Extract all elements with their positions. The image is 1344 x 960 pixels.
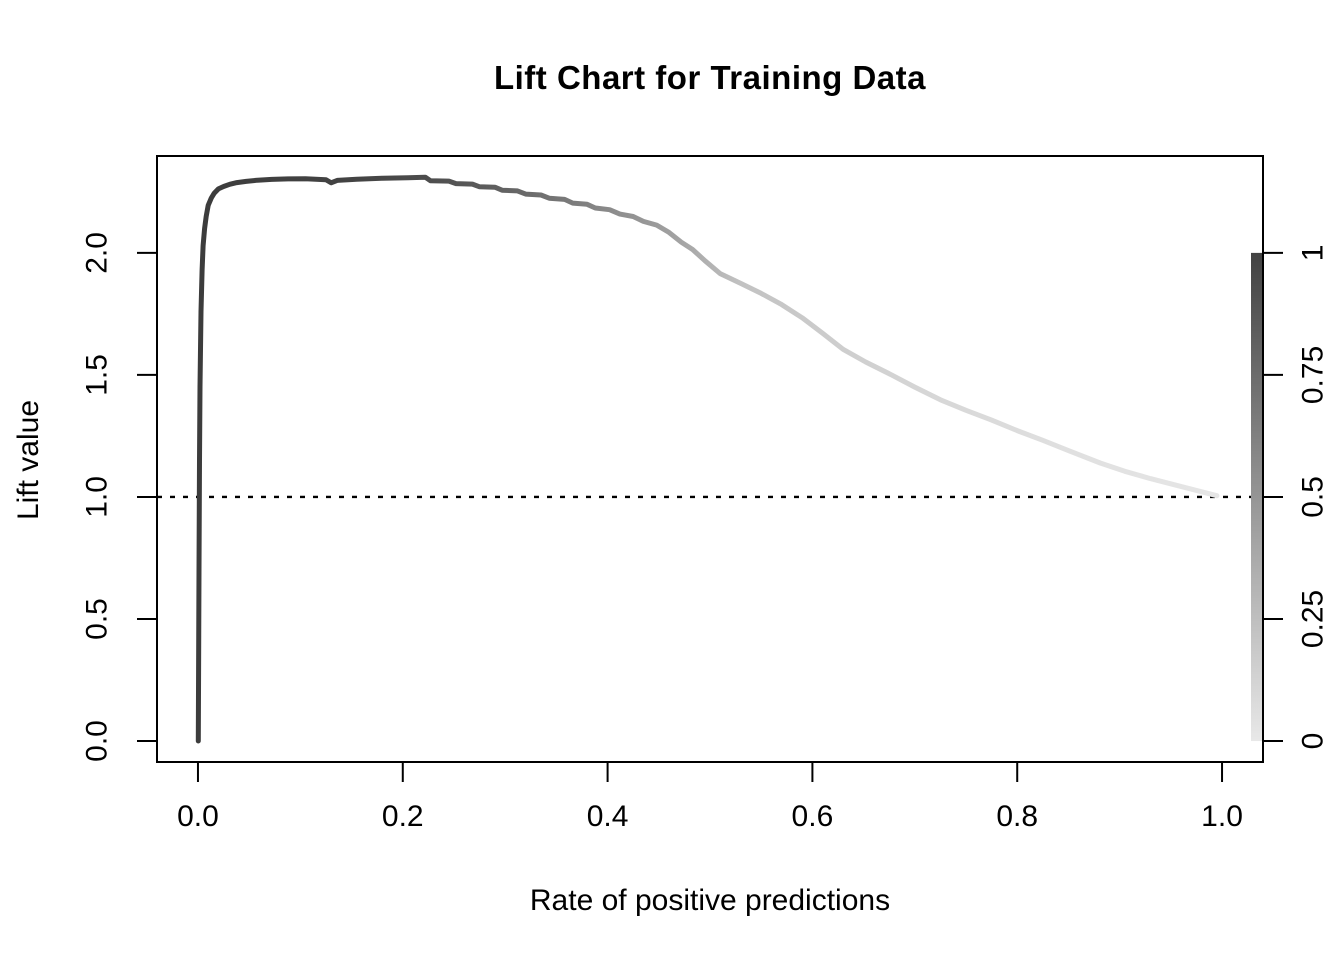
colorbar-tick-label: 0.75 — [1297, 346, 1330, 404]
x-axis-label: Rate of positive predictions — [529, 884, 891, 917]
chart-title: Lift Chart for Training Data — [493, 59, 926, 96]
lift-curve — [195, 174, 1220, 744]
y-tick-label: 1.0 — [81, 476, 114, 518]
x-tick-label: 0.6 — [792, 800, 834, 833]
y-tick-label: 0.5 — [81, 598, 114, 640]
y-tick-label: 2.0 — [81, 232, 114, 274]
y-tick-label: 0.0 — [81, 720, 114, 762]
colorbar-tick-label: 1 — [1297, 245, 1330, 262]
plot-border — [156, 155, 1264, 763]
colorbar-tick-label: 0 — [1297, 733, 1330, 750]
x-tick-label: 1.0 — [1201, 800, 1243, 833]
x-tick-label: 0.4 — [587, 800, 629, 833]
x-tick-label: 0.0 — [177, 800, 219, 833]
x-tick-label: 0.2 — [382, 800, 424, 833]
y-tick-label: 1.5 — [81, 354, 114, 396]
colorbar-tick-label: 0.5 — [1297, 476, 1330, 518]
x-tick-label: 0.8 — [996, 800, 1038, 833]
cutoff-colorbar — [1251, 252, 1263, 742]
colorbar-tick-label: 0.25 — [1297, 590, 1330, 648]
